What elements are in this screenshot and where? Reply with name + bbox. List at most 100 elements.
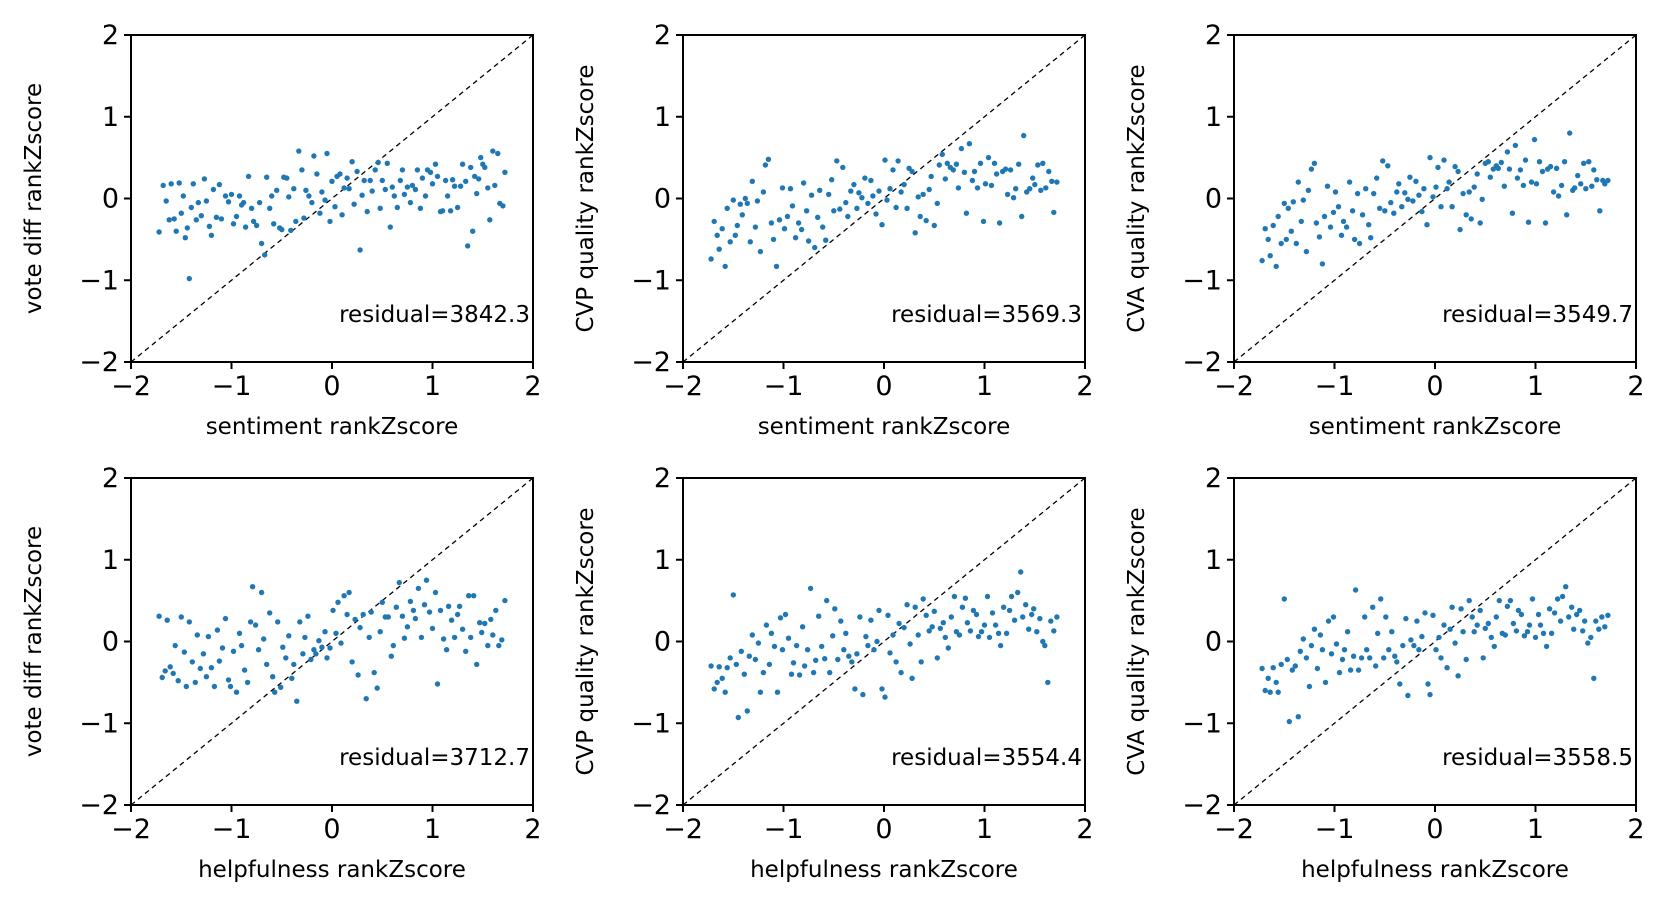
data-point [969,177,976,184]
data-point [741,671,747,677]
data-point [768,220,775,226]
data-point [722,689,728,695]
data-point [1008,593,1015,600]
data-point [790,660,797,666]
data-point [421,602,428,608]
data-point [1597,208,1603,214]
data-point [890,167,896,173]
data-point [382,186,388,193]
data-point [291,661,297,668]
data-point [258,240,265,247]
data-point [909,675,915,681]
data-point [1338,232,1345,238]
data-point [771,643,778,650]
data-point [1002,166,1009,172]
data-point [181,649,187,655]
data-point [351,201,357,207]
data-point [1558,182,1565,189]
data-point [727,239,733,245]
data-point [887,650,893,656]
data-point [279,226,285,233]
data-point [236,193,243,199]
data-point [434,173,441,180]
data-point [942,176,948,182]
data-point [1018,569,1024,575]
data-point [793,642,800,649]
data-point [746,653,752,659]
data-point [1477,607,1483,614]
subplot-helpfulness-cvp-quality: −2 −1 0 1 2 −2 −1 0 1 2 helpfulness rankZscore CVP … [573,463,1094,883]
data-point [1273,263,1279,270]
data-point [1553,165,1560,171]
data-point [958,145,965,152]
data-point [267,205,273,211]
data-point [389,184,395,190]
data-point [1371,190,1377,197]
data-point [1265,236,1271,243]
data-point [845,213,851,220]
data-point [394,204,400,211]
data-point [286,194,292,200]
data-point [984,593,991,600]
data-point [926,186,932,193]
data-point [1333,641,1340,647]
data-point [895,158,901,164]
data-point [248,205,255,211]
data-point [865,642,871,649]
data-point [901,181,907,188]
data-point [1518,611,1525,618]
y-axis-label: vote diff rankZscore [21,83,47,314]
data-point [236,630,243,636]
data-point [923,612,929,618]
data-point [1006,607,1013,614]
data-point [172,642,178,649]
data-point [1364,647,1370,653]
data-point [216,181,223,188]
data-point [978,629,985,635]
data-point [879,686,885,692]
data-point [258,589,265,596]
data-point [1444,665,1450,671]
data-point [346,589,352,596]
data-point [502,597,508,604]
data-point [374,685,380,691]
x-tick-label: −2 [663,371,703,402]
data-point [1416,647,1422,653]
data-point [1529,596,1536,602]
data-point [211,683,218,690]
data-point [1300,197,1307,203]
y-tick-label: −2 [631,790,671,821]
data-point [319,189,325,195]
data-point [841,647,847,653]
data-point [838,618,844,624]
data-point [931,222,937,229]
data-point [1471,629,1477,635]
data-point [250,218,257,225]
data-point [186,275,192,282]
data-point [724,665,730,671]
data-point [1324,183,1331,189]
data-point [966,141,973,147]
data-point [482,620,488,627]
data-point [785,635,792,641]
data-point [971,168,978,175]
data-point [1278,661,1284,668]
data-point [1275,213,1281,220]
data-point [474,190,480,197]
data-point [920,191,926,198]
data-point [796,672,803,678]
data-point [296,148,302,154]
data-point [834,158,840,164]
data-point [1405,196,1411,202]
data-point [1016,161,1022,167]
data-point [898,189,904,195]
data-point [980,218,987,225]
data-point [1394,189,1400,195]
data-point [1550,189,1557,195]
data-point [377,205,383,211]
data-point [1407,174,1413,180]
y-tick-label: 1 [1205,545,1222,576]
data-point [344,175,350,181]
data-point [346,186,352,192]
data-point [1537,622,1544,628]
